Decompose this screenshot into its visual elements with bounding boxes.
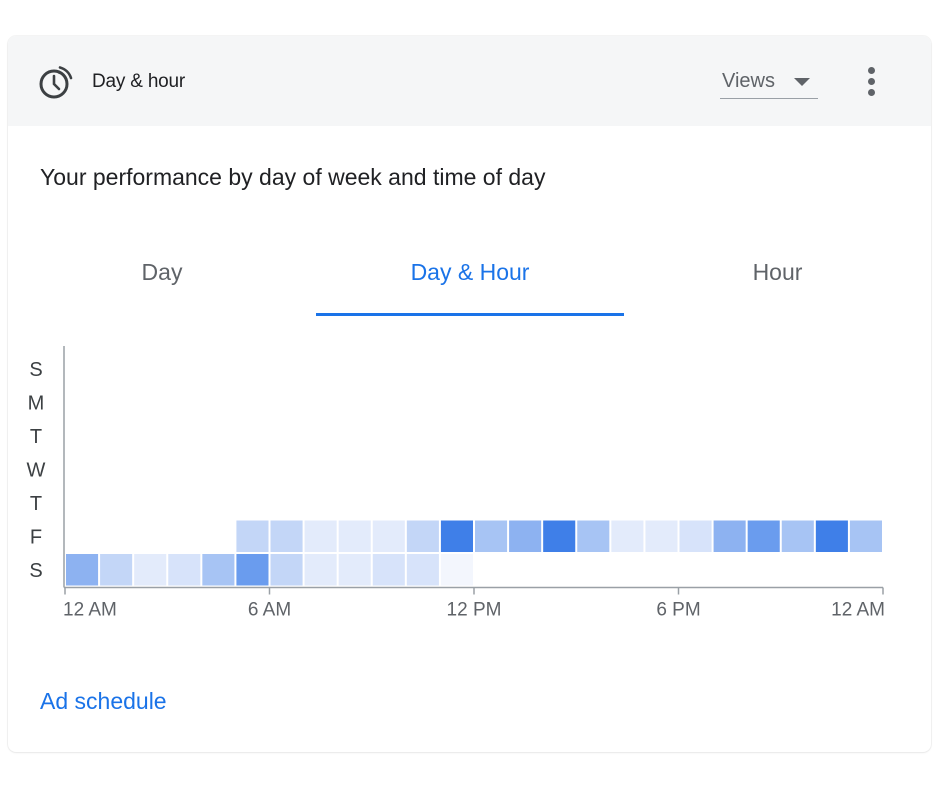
heatmap-cell[interactable] <box>713 520 746 553</box>
tab-day-and-hour[interactable]: Day & Hour <box>316 251 624 315</box>
card-subtitle: Your performance by day of week and time… <box>40 164 546 190</box>
more-options-button[interactable] <box>860 62 884 102</box>
heatmap-cell[interactable] <box>406 554 439 586</box>
heatmap-cell[interactable] <box>202 554 235 586</box>
heatmap-cell[interactable] <box>236 554 269 586</box>
tab-label: Day <box>141 259 183 285</box>
heatmap-cell[interactable] <box>66 554 99 586</box>
x-tick-label: 6 AM <box>248 600 291 621</box>
card-title: Day & hour <box>92 71 186 92</box>
tab-day[interactable]: Day <box>8 251 316 315</box>
heatmap-cell[interactable] <box>236 520 269 553</box>
more-vert-icon <box>868 89 875 96</box>
heatmap-cell[interactable] <box>577 520 610 553</box>
card-header: Day & hour Views <box>8 36 931 126</box>
heatmap-cell[interactable] <box>168 554 201 586</box>
day-label: S <box>29 359 42 381</box>
x-tick-label: 12 PM <box>447 600 502 621</box>
day-label: W <box>27 459 46 481</box>
heatmap-cell[interactable] <box>509 520 542 553</box>
day-label: T <box>30 493 42 515</box>
day-label: F <box>30 526 42 548</box>
tab-hour[interactable]: Hour <box>624 251 931 315</box>
schedule-icon <box>39 66 73 99</box>
heatmap-cell[interactable] <box>543 520 576 553</box>
heatmap-cell[interactable] <box>475 520 508 553</box>
x-tick-label: 12 AM <box>831 600 885 621</box>
view-tabs: Day Day & Hour Hour <box>8 251 931 319</box>
tab-label: Hour <box>752 259 803 285</box>
day-label: S <box>29 560 42 582</box>
day-hour-card: Day & hour Views Your performance by day… <box>8 36 931 752</box>
metric-select-value: Views <box>722 70 775 92</box>
ad-schedule-link[interactable]: Ad schedule <box>40 688 167 714</box>
more-vert-icon <box>868 78 875 85</box>
x-tick-label: 6 PM <box>656 600 700 621</box>
day-label: M <box>28 392 45 414</box>
heatmap-cell[interactable] <box>270 520 303 553</box>
more-vert-icon <box>868 67 875 74</box>
caret-down-icon <box>794 78 810 86</box>
heatmap-cell[interactable] <box>338 520 371 553</box>
tab-label: Day & Hour <box>410 259 530 285</box>
heatmap-cell[interactable] <box>611 520 644 553</box>
heatmap-cell[interactable] <box>134 554 167 586</box>
heatmap-cell[interactable] <box>440 554 473 586</box>
heatmap-cell[interactable] <box>679 520 712 553</box>
heatmap-cell[interactable] <box>747 520 780 553</box>
heatmap-cell[interactable] <box>270 554 303 586</box>
heatmap-cell[interactable] <box>849 520 882 553</box>
heatmap-cell[interactable] <box>100 554 133 586</box>
heatmap-cell[interactable] <box>815 520 848 553</box>
heatmap-cell[interactable] <box>440 520 473 553</box>
x-tick-label: 12 AM <box>63 600 117 621</box>
heatmap-cell[interactable] <box>406 520 439 553</box>
heatmap-cell[interactable] <box>338 554 371 586</box>
heatmap-cell[interactable] <box>304 520 337 553</box>
metric-select[interactable]: Views <box>720 68 818 99</box>
day-label: T <box>30 426 42 448</box>
heatmap-cell[interactable] <box>372 554 405 586</box>
heatmap-cell[interactable] <box>781 520 814 553</box>
heatmap-cell[interactable] <box>372 520 405 553</box>
heatmap-cell[interactable] <box>304 554 337 586</box>
active-tab-indicator <box>316 313 624 316</box>
heatmap-cell[interactable] <box>645 520 678 553</box>
